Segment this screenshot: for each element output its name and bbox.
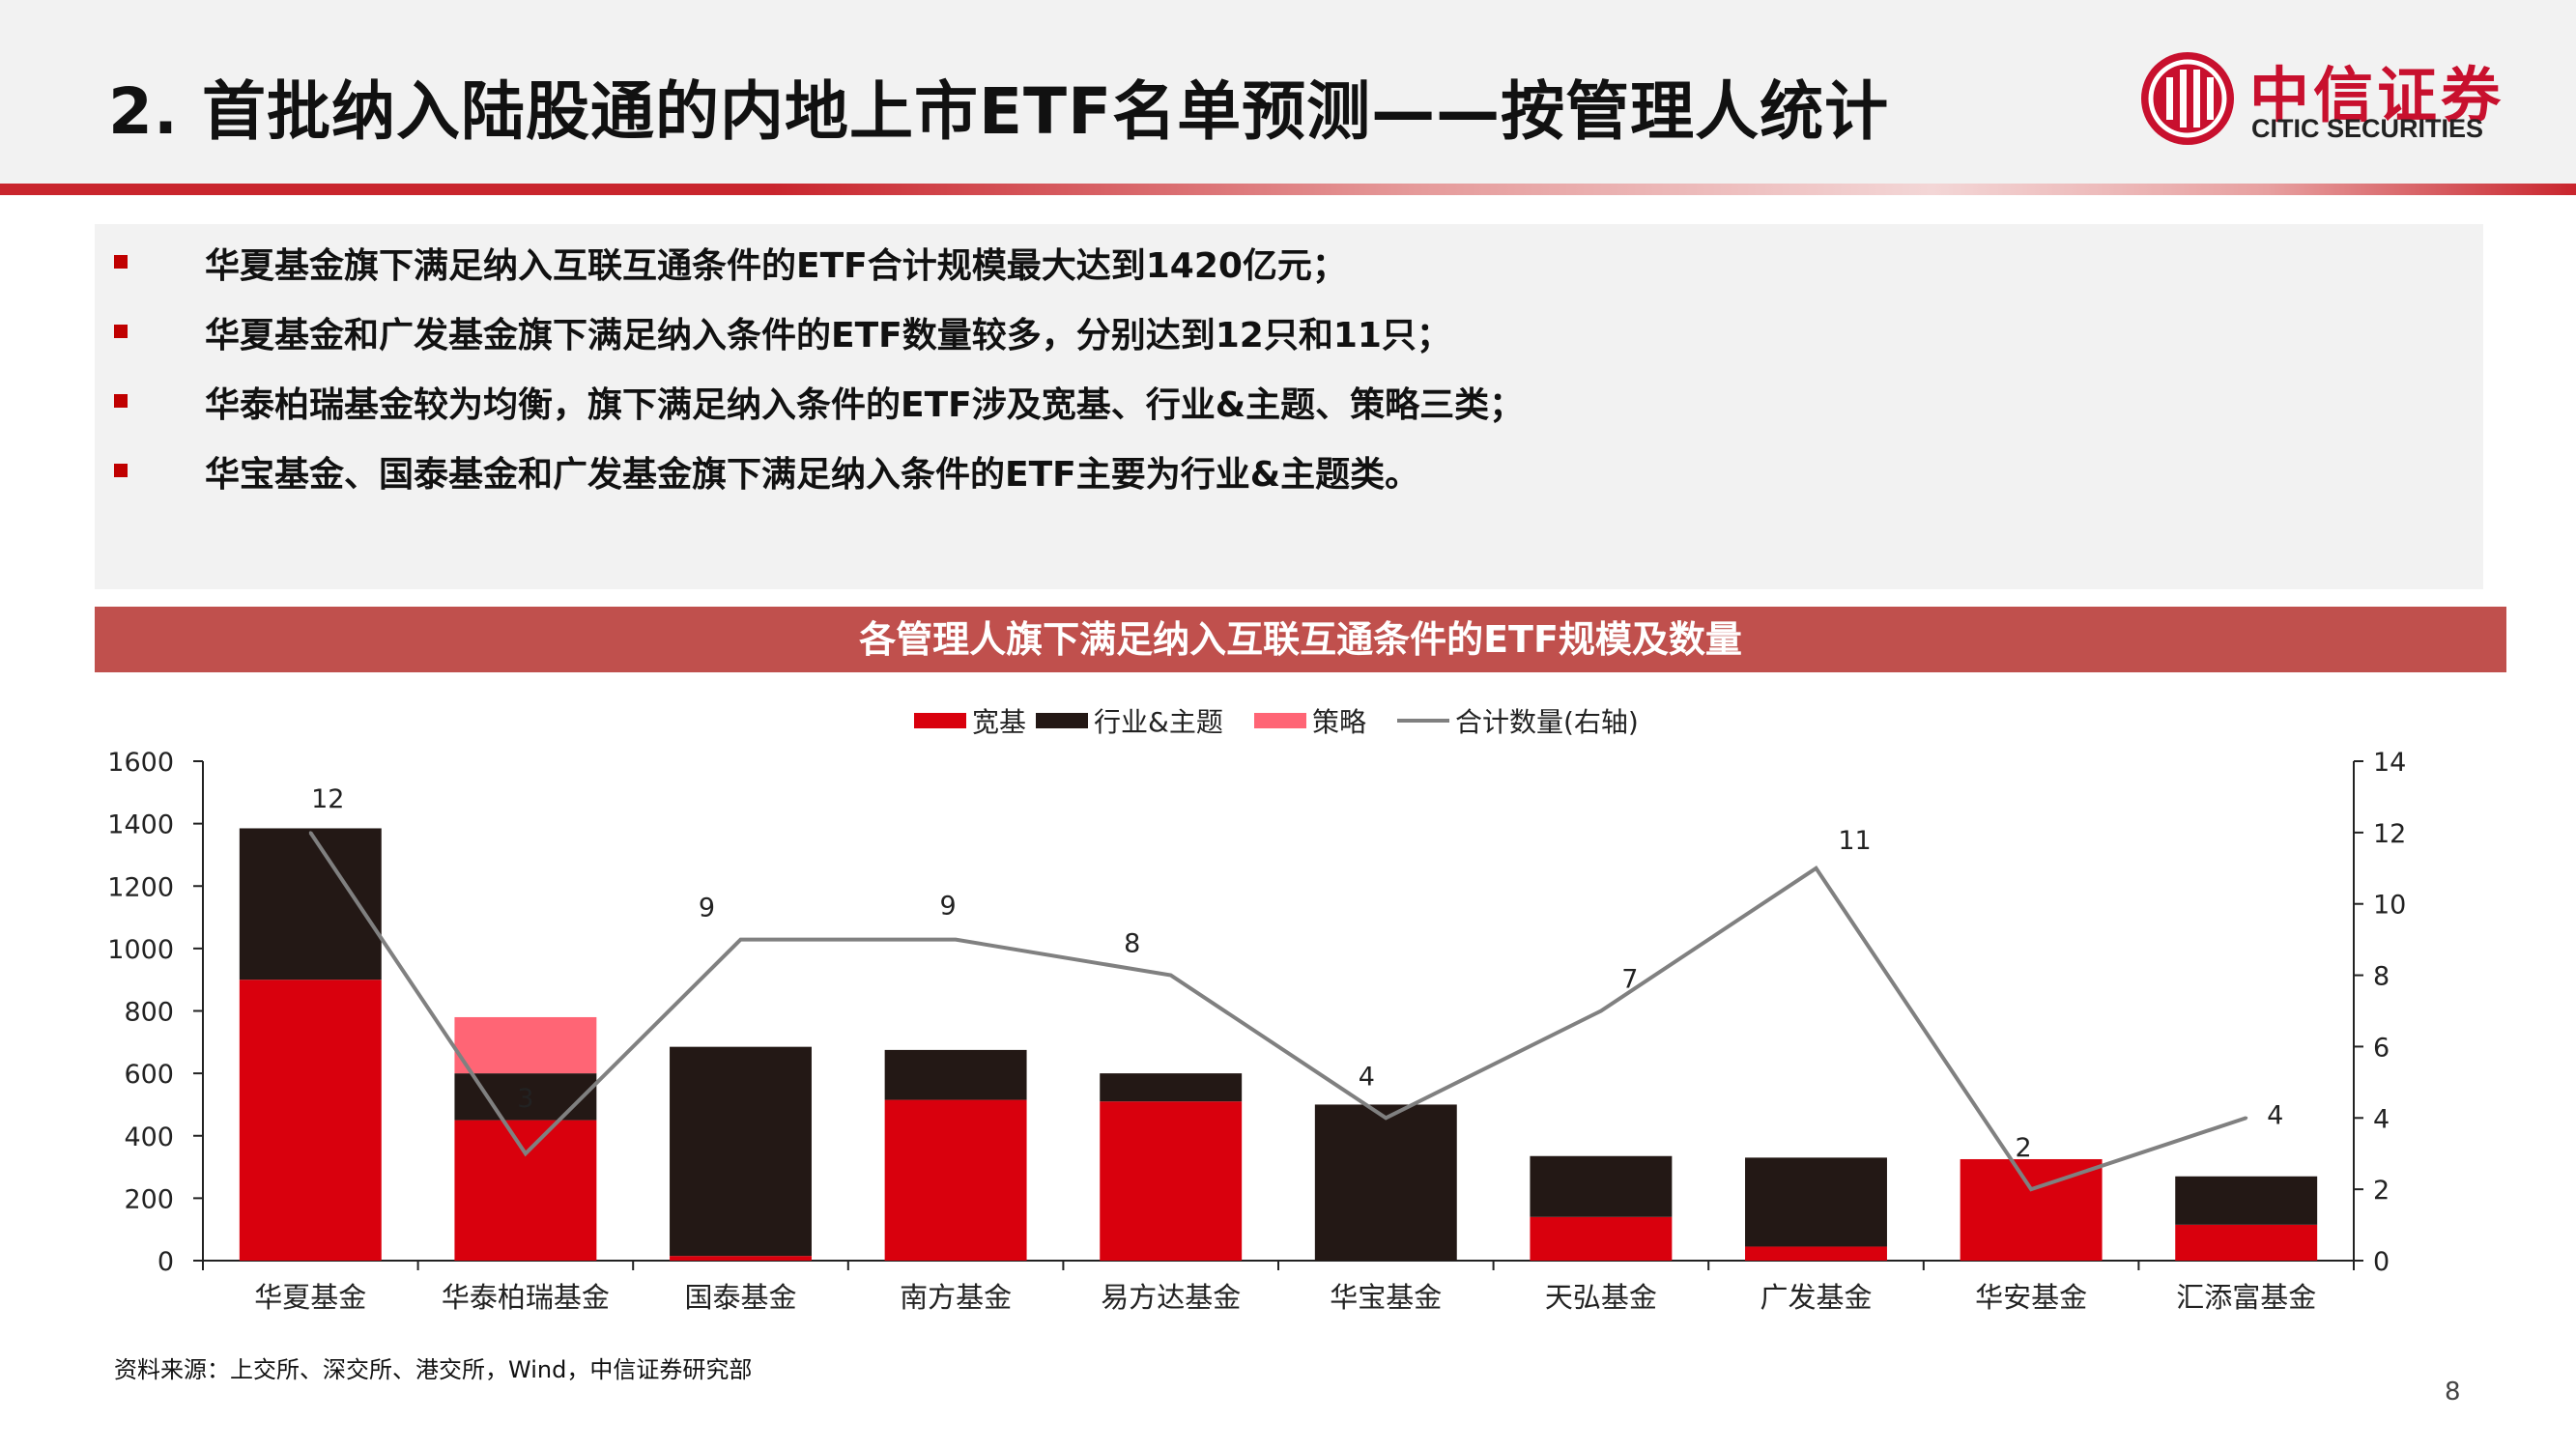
bullet-square-icon: [114, 325, 128, 338]
y-right-tick-label: 8: [2373, 962, 2390, 992]
bar-segment: [670, 1046, 812, 1257]
bar-segment: [454, 1120, 597, 1261]
line-point: [1599, 1009, 1603, 1012]
line-point: [308, 831, 312, 835]
summary-box: 华夏基金旗下满足纳入互联互通条件的ETF合计规模最大达到1420亿元； 华夏基金…: [95, 224, 2483, 589]
header-divider: [0, 184, 2576, 195]
bar-segment: [239, 980, 382, 1261]
line-point: [1384, 1116, 1388, 1120]
page-number: 8: [2445, 1378, 2461, 1406]
legend-swatch: [914, 713, 966, 728]
bullet-square-icon: [114, 394, 128, 408]
source-note: 资料来源：上交所、深交所、港交所，Wind，中信证券研究部: [114, 1356, 753, 1383]
bar-segment: [454, 1016, 597, 1074]
bullet-text: 华夏基金旗下满足纳入互联互通条件的ETF合计规模最大达到1420亿元；: [205, 246, 1347, 286]
bullet-square-icon: [114, 255, 128, 269]
bar-segment: [1530, 1155, 1673, 1217]
bar-segment: [1745, 1246, 1887, 1261]
legend-label: 策略: [1312, 706, 1366, 738]
y-right-tick-label: 12: [2373, 819, 2406, 849]
y-left-tick-label: 1200: [107, 872, 174, 902]
citic-logo: 中信证券 CITIC SECURITIES: [2137, 48, 2543, 155]
x-tick-label: 南方基金: [900, 1281, 1012, 1314]
y-right-tick-label: 4: [2373, 1104, 2390, 1134]
page-title: 2. 首批纳入陆股通的内地上市ETF名单预测——按管理人统计: [108, 74, 1890, 149]
logo-english-text: CITIC SECURITIES: [2251, 114, 2484, 143]
x-tick-label: 华宝基金: [1330, 1281, 1442, 1314]
y-right-tick-label: 0: [2373, 1247, 2390, 1277]
y-right-tick-label: 2: [2373, 1176, 2390, 1206]
bar-segment: [1100, 1073, 1243, 1102]
y-right-tick-label: 14: [2373, 748, 2406, 778]
bar-segment: [1745, 1157, 1887, 1247]
chart-title: 各管理人旗下满足纳入互联互通条件的ETF规模及数量: [859, 618, 1742, 661]
bullet-text: 华泰柏瑞基金较为均衡，旗下满足纳入条件的ETF涉及宽基、行业&主题、策略三类；: [205, 385, 1525, 425]
x-tick-label: 国泰基金: [684, 1281, 796, 1314]
line-point: [954, 938, 958, 942]
legend-swatch: [1254, 713, 1306, 728]
legend-swatch: [1036, 713, 1088, 728]
total-count-line: [308, 831, 2247, 1192]
y-left-tick-label: 600: [124, 1060, 174, 1090]
bullet-text: 华宝基金、国泰基金和广发基金旗下满足纳入条件的ETF主要为行业&主题类。: [205, 455, 1420, 495]
legend-label: 合计数量(右轴): [1455, 706, 1639, 738]
line-point: [2029, 1187, 2033, 1191]
line-point: [1815, 867, 1818, 870]
line-point: [1169, 974, 1173, 978]
line-point: [739, 938, 742, 942]
line-data-label: 4: [2267, 1100, 2283, 1130]
bar-segment: [1100, 1101, 1243, 1261]
header-bar: 2. 首批纳入陆股通的内地上市ETF名单预测——按管理人统计 中信证券 CITI…: [0, 0, 2576, 184]
y-left-tick-label: 800: [124, 998, 174, 1028]
y-left-tick-label: 200: [124, 1184, 174, 1214]
y-left-tick-label: 1600: [107, 748, 174, 778]
x-tick-label: 天弘基金: [1545, 1281, 1657, 1314]
x-tick-label: 华夏基金: [254, 1281, 366, 1314]
y-left-tick-label: 1000: [107, 935, 174, 965]
legend-label: 行业&主题: [1094, 706, 1223, 738]
line-data-label: 11: [1838, 826, 1871, 856]
legend-label: 宽基: [972, 706, 1026, 738]
x-tick-label: 华泰柏瑞基金: [442, 1281, 610, 1314]
line-point: [524, 1151, 528, 1155]
y-left-tick-label: 400: [124, 1122, 174, 1152]
logo-chinese-text: 中信证券: [2249, 60, 2505, 130]
bar-segment: [1314, 1104, 1457, 1261]
bar-segment: [2175, 1176, 2318, 1225]
bar-segment: [1960, 1158, 2103, 1261]
x-tick-label: 易方达基金: [1101, 1281, 1241, 1314]
line-data-label: 2: [2016, 1133, 2032, 1163]
line-data-label: 9: [699, 894, 715, 923]
line-data-label: 9: [940, 892, 957, 922]
bar-segment: [2175, 1224, 2318, 1261]
citic-logo-icon: [2141, 52, 2234, 145]
y-left-tick-label: 1400: [107, 810, 174, 840]
bar-segment: [1530, 1216, 1673, 1261]
y-right-tick-label: 10: [2373, 891, 2406, 921]
bar-segment: [670, 1256, 812, 1261]
bar-segment: [884, 1049, 1027, 1100]
bullet-square-icon: [114, 464, 128, 477]
x-tick-label: 汇添富基金: [2176, 1281, 2316, 1314]
bar-segment: [884, 1099, 1027, 1261]
line-point: [2245, 1116, 2248, 1120]
y-left-tick-label: 0: [157, 1247, 174, 1277]
line-data-label: 12: [311, 784, 344, 814]
line-data-label: 4: [1359, 1062, 1375, 1092]
line-data-label: 7: [1621, 965, 1638, 995]
x-tick-label: 广发基金: [1760, 1281, 1872, 1314]
y-right-tick-label: 6: [2373, 1033, 2390, 1063]
chart-title-banner: 各管理人旗下满足纳入互联互通条件的ETF规模及数量: [95, 607, 2506, 672]
stacked-bar-line-chart: 0 200 400 600 800 1000 1200 1400 1600 0 2 4 6 8 10 12 14…: [107, 706, 2406, 1314]
bullet-text: 华夏基金和广发基金旗下满足纳入条件的ETF数量较多，分别达到12只和11只；: [205, 316, 1451, 355]
x-tick-label: 华安基金: [1975, 1281, 2087, 1314]
line-data-label: 8: [1124, 929, 1140, 959]
line-data-label: 3: [517, 1084, 533, 1114]
